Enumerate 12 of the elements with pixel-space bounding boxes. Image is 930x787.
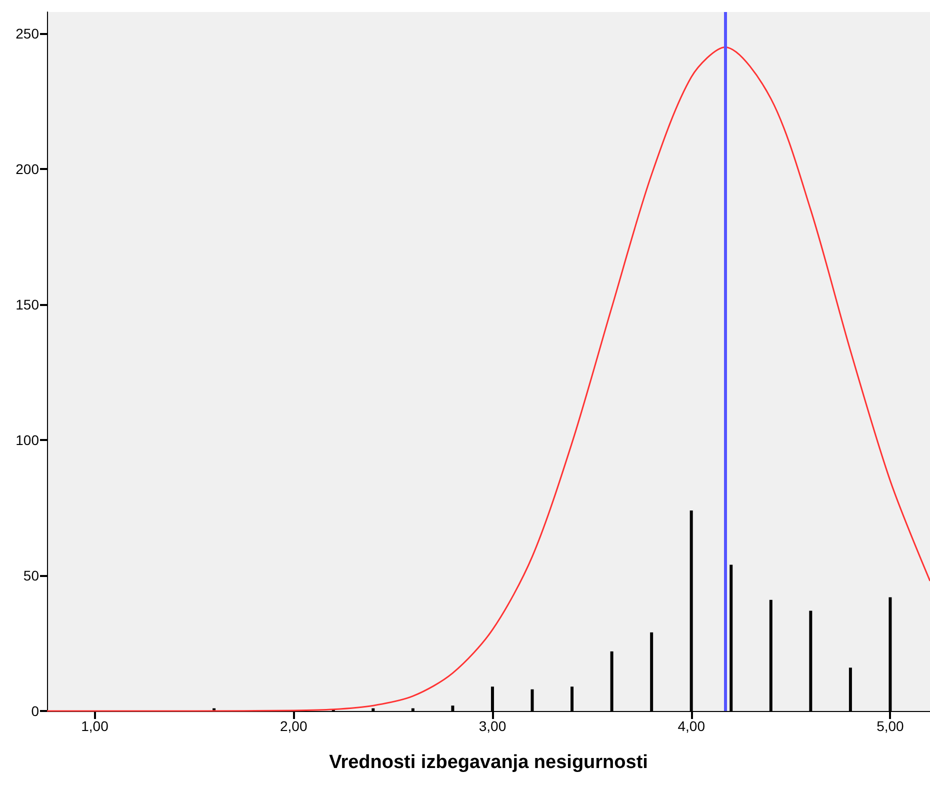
x-tick-label: 2,00	[280, 718, 308, 734]
y-tick-label: 0	[31, 703, 40, 719]
x-axis-title: Vrednosti izbegavanja nesigurnosti	[329, 752, 648, 773]
y-tick-label: 200	[16, 161, 40, 178]
y-tick-label: 50	[23, 568, 40, 584]
y-tick-label: 150	[16, 296, 40, 313]
x-tick-label: 5,00	[876, 718, 904, 734]
x-tick-label: 3,00	[478, 718, 506, 734]
y-tick-label: 100	[16, 432, 40, 448]
x-tick-label: 4,00	[678, 718, 706, 734]
y-tick-label: 250	[16, 26, 40, 42]
x-tick-label: 1,00	[81, 718, 109, 734]
